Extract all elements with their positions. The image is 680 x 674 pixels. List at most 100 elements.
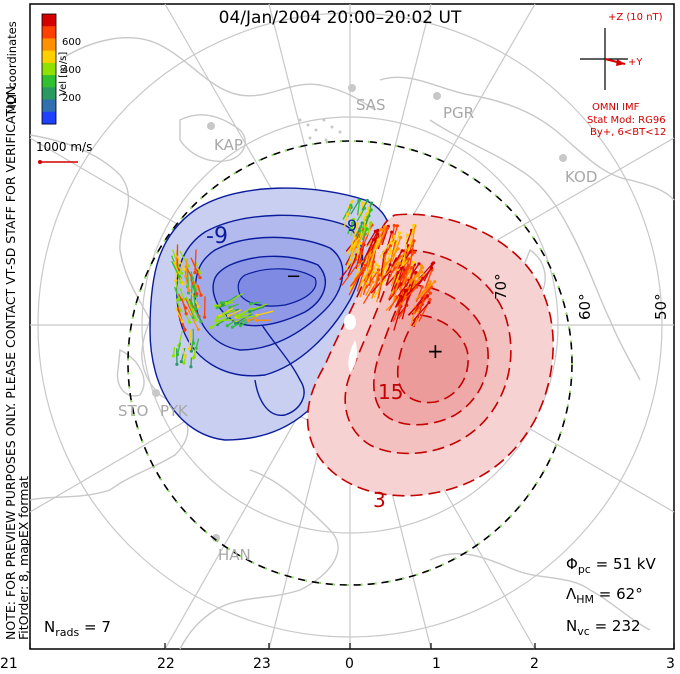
velocity-vector	[366, 222, 372, 235]
plot-title: 04/Jan/2004 20:00–20:02 UT	[218, 8, 462, 28]
velocity-vector-origin	[350, 200, 354, 204]
velocity-vector-origin	[410, 266, 414, 270]
velocity-vector	[347, 254, 358, 277]
velocity-vector	[358, 226, 362, 239]
velocity-vector	[388, 256, 401, 279]
velocity-vector-origin	[360, 201, 365, 205]
velocity-vector	[366, 253, 371, 270]
velocity-vector	[408, 225, 415, 250]
velocity-vector	[420, 286, 432, 299]
latitude-50: 50°	[652, 293, 670, 320]
velocity-vector-origin	[365, 198, 369, 203]
velocity-vector-origin	[396, 279, 400, 283]
velocity-vector-origin	[194, 318, 198, 322]
velocity-vector-origin	[369, 208, 373, 212]
velocity-vector	[408, 262, 415, 280]
velocity-vector-origin	[224, 302, 228, 306]
velocity-vector-origin	[385, 226, 389, 230]
velocity-vector	[365, 209, 372, 222]
velocity-vector-origin	[383, 261, 387, 265]
velocity-vector	[197, 284, 202, 296]
velocity-vector	[383, 264, 391, 279]
velocity-vector	[348, 268, 364, 296]
velocity-vector	[390, 262, 400, 287]
station-sas: SAS	[356, 96, 386, 114]
velocity-vector	[408, 240, 415, 268]
velocity-vector	[195, 338, 200, 349]
velocity-vector	[238, 315, 257, 319]
velocity-vector-origin	[199, 319, 203, 324]
velocity-vector-origin	[398, 231, 402, 235]
station-pgr: PGR	[443, 104, 475, 122]
velocity-vector	[412, 302, 430, 322]
velocity-vector-origin	[425, 294, 429, 298]
velocity-vector	[384, 263, 397, 276]
velocity-vector-origin	[175, 362, 179, 366]
velocity-vector-origin	[396, 270, 400, 275]
velocity-vector-origin	[193, 288, 197, 292]
velocity-vector	[381, 248, 399, 270]
velocity-vector-origin	[402, 271, 406, 275]
velocity-vector	[195, 311, 202, 322]
velocity-vector-origin	[414, 271, 418, 275]
velocity-vector-origin	[369, 221, 373, 225]
velocity-vector-origin	[376, 238, 380, 242]
velocity-vector	[360, 233, 366, 252]
vel-tick-200: 200	[62, 93, 82, 104]
velocity-vector	[397, 290, 404, 307]
velocity-vector-origin	[405, 267, 409, 272]
stat-n-vc: Nvc = 232	[566, 617, 641, 638]
velocity-vector	[235, 312, 252, 317]
velocity-vector	[406, 230, 413, 245]
velocity-vector	[215, 319, 235, 322]
velocity-vector-origin	[365, 227, 369, 231]
velocity-vector-origin	[376, 270, 380, 274]
colorbar-segment	[42, 50, 56, 64]
velocity-vector-origin	[421, 276, 425, 280]
velocity-vector	[219, 307, 234, 317]
velocity-vector	[175, 298, 182, 311]
velocity-vector-origin	[390, 230, 394, 234]
colorbar-border	[41, 13, 57, 125]
velocity-vector-origin	[427, 300, 431, 305]
velocity-vector-origin	[399, 235, 403, 240]
velocity-vector-origin	[254, 318, 258, 322]
velocity-vector-origin	[376, 268, 381, 272]
velocity-vector-origin	[198, 276, 202, 280]
velocity-vector-origin	[412, 250, 416, 254]
velocity-vector	[394, 258, 405, 286]
velocity-vector	[353, 223, 358, 240]
plot-frame	[29, 3, 675, 650]
velocity-vector-origin	[368, 252, 372, 256]
velocity-vector-origin	[428, 291, 432, 295]
velocity-vector-origin	[225, 324, 229, 328]
velocity-vector	[379, 226, 387, 243]
station-sto: STO	[118, 402, 149, 420]
velocity-vector	[185, 258, 188, 277]
velocity-vector	[423, 262, 435, 282]
velocity-vector	[176, 255, 185, 270]
velocity-vector	[356, 265, 367, 292]
velocity-vector	[379, 236, 395, 259]
velocity-vector-origin	[399, 266, 403, 271]
velocity-vector-origin	[189, 365, 193, 369]
velocity-vector-origin	[403, 288, 407, 292]
velocity-vector	[190, 271, 196, 291]
zero-potential-gap	[344, 314, 356, 330]
velocity-vector-origin	[358, 259, 362, 263]
velocity-vector-origin	[187, 289, 191, 293]
velocity-vector-origin	[360, 221, 364, 225]
velocity-vector	[342, 205, 352, 220]
velocity-vector	[174, 306, 183, 322]
velocity-vector-origin	[420, 270, 424, 274]
velocity-vector-origin	[181, 282, 185, 286]
velocity-vector-origin	[358, 198, 362, 202]
velocity-vector-origin	[171, 354, 175, 358]
velocity-vector-origin	[216, 316, 220, 320]
mlt-label-21: 21	[0, 656, 18, 672]
mlt-label-2: 2	[530, 656, 539, 672]
velocity-vector-origin	[351, 221, 355, 225]
velocity-vector-origin	[183, 328, 187, 332]
velocity-vector-origin	[407, 257, 411, 261]
velocity-vector	[408, 264, 416, 290]
